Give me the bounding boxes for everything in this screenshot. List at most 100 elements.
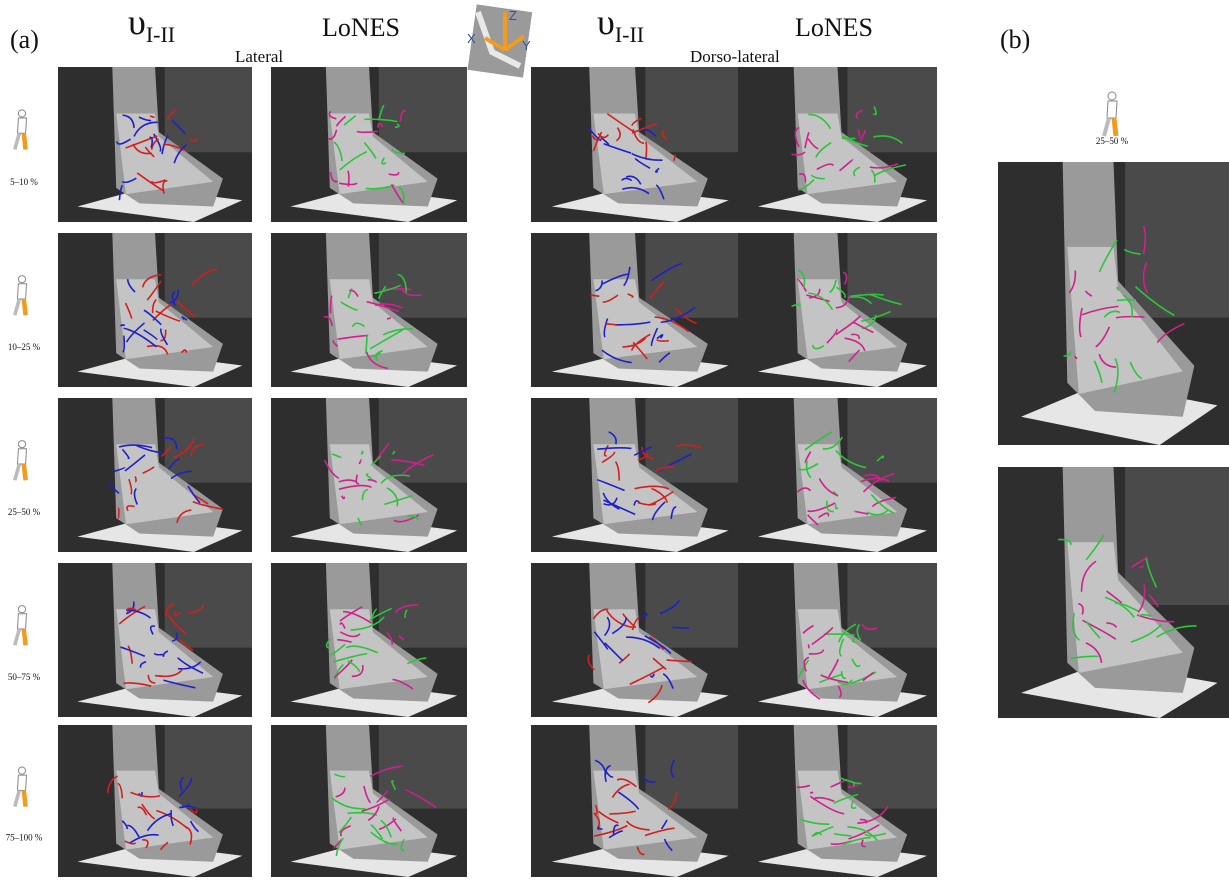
view-label: Dorso-lateral bbox=[690, 47, 780, 66]
subscript: I-II bbox=[615, 22, 644, 47]
photo-shade bbox=[847, 398, 937, 483]
back-leg bbox=[15, 629, 19, 645]
subscript: I-II bbox=[146, 22, 175, 47]
photo-shade bbox=[645, 67, 739, 152]
walker-icon bbox=[15, 606, 27, 646]
walker-icon bbox=[15, 767, 27, 807]
column-header: υI-II bbox=[128, 2, 175, 47]
back-leg bbox=[15, 133, 19, 149]
phase-label: 10–25 % bbox=[8, 342, 41, 352]
foot-image bbox=[531, 398, 739, 552]
phase-label: 50–75 % bbox=[8, 672, 41, 682]
body bbox=[18, 775, 27, 790]
back-leg bbox=[15, 790, 19, 806]
foot-image bbox=[271, 725, 467, 877]
axis-label: Y bbox=[522, 38, 531, 53]
photo-shade bbox=[1125, 467, 1229, 605]
axis-label: Z bbox=[509, 8, 517, 23]
body bbox=[18, 284, 27, 299]
photo-shade bbox=[847, 67, 937, 152]
photo-shade bbox=[165, 563, 252, 648]
phase-label: 25–50 % bbox=[8, 507, 41, 517]
leg-highlight bbox=[24, 790, 26, 806]
panel-label: (b) bbox=[1000, 25, 1030, 54]
leg-highlight bbox=[24, 299, 26, 315]
photo-shade bbox=[847, 233, 937, 318]
leg-highlight bbox=[24, 464, 26, 480]
photo-shade bbox=[165, 398, 252, 483]
photo-shade bbox=[379, 398, 467, 483]
body bbox=[18, 118, 27, 133]
axis-label: X bbox=[467, 31, 476, 46]
fiber-line bbox=[348, 171, 349, 187]
body bbox=[18, 614, 27, 629]
panel-label: (a) bbox=[10, 25, 39, 54]
fiber-line bbox=[135, 476, 136, 481]
view-label: Lateral bbox=[235, 47, 283, 66]
walker-icon bbox=[15, 276, 27, 316]
back-leg bbox=[1104, 118, 1109, 136]
column-header: LoNES bbox=[795, 13, 873, 42]
foot-image bbox=[738, 563, 937, 717]
foot-image bbox=[738, 233, 937, 387]
head bbox=[18, 606, 25, 613]
foot-image bbox=[271, 398, 467, 552]
foot-image bbox=[531, 67, 739, 222]
leg-highlight bbox=[1114, 118, 1116, 136]
foot-image bbox=[738, 725, 937, 877]
column-header: LoNES bbox=[322, 13, 400, 42]
photo-shade bbox=[645, 725, 739, 809]
foot-image bbox=[998, 467, 1229, 718]
phase-label: 5–10 % bbox=[10, 177, 38, 187]
page: Figure body { margin: 0; background: #ff… bbox=[0, 0, 1229, 880]
leg-highlight bbox=[24, 133, 26, 149]
photo-shade bbox=[165, 725, 252, 809]
head bbox=[18, 276, 25, 283]
foot-image bbox=[58, 67, 252, 222]
photo-shade bbox=[847, 725, 937, 809]
foot-image bbox=[271, 233, 467, 387]
photo-shade bbox=[379, 563, 467, 648]
symbol: υ bbox=[128, 2, 146, 42]
photo-shade bbox=[379, 67, 467, 152]
walker-icon bbox=[15, 441, 27, 481]
photo-shade bbox=[645, 563, 739, 648]
column-header: υI-II bbox=[597, 2, 644, 47]
head bbox=[18, 441, 25, 448]
figure: (a) (b) υI-II LoNES Lateral υI-II LoNES … bbox=[0, 0, 1229, 880]
head bbox=[18, 110, 25, 117]
foot-image bbox=[738, 67, 937, 222]
foot-image bbox=[58, 233, 252, 387]
axes-icon: Z X Y bbox=[467, 4, 532, 77]
head bbox=[1108, 92, 1116, 100]
phase-label: 25–50 % bbox=[1096, 136, 1129, 146]
foot-image bbox=[58, 563, 252, 717]
foot-image bbox=[58, 725, 252, 877]
fiber-line bbox=[672, 627, 689, 628]
photo-shade bbox=[379, 725, 467, 809]
foot-image bbox=[998, 162, 1229, 445]
foot-image bbox=[58, 398, 252, 552]
body: {"panel_a": {"label": "(a)", "axes": {"z… bbox=[0, 0, 1229, 880]
walker-icon bbox=[15, 110, 27, 150]
body bbox=[1107, 101, 1117, 118]
phase-label: 75–100 % bbox=[6, 833, 43, 843]
foot-image bbox=[271, 67, 467, 222]
back-leg bbox=[15, 464, 19, 480]
photo-shade bbox=[165, 67, 252, 152]
foot-image bbox=[531, 563, 739, 717]
fiber-line bbox=[1117, 300, 1136, 301]
foot-image bbox=[738, 398, 937, 552]
photo-shade bbox=[847, 563, 937, 648]
fiber-line bbox=[121, 325, 125, 326]
foot-image bbox=[271, 563, 467, 717]
photo-shade bbox=[165, 233, 252, 318]
foot-image bbox=[531, 233, 739, 387]
photo-shade bbox=[1125, 162, 1229, 318]
fiber-line bbox=[118, 508, 119, 518]
walker-icon bbox=[1104, 92, 1117, 136]
body bbox=[18, 449, 27, 464]
fiber-line bbox=[646, 142, 647, 159]
back-leg bbox=[15, 299, 19, 315]
foot-image bbox=[531, 725, 739, 877]
